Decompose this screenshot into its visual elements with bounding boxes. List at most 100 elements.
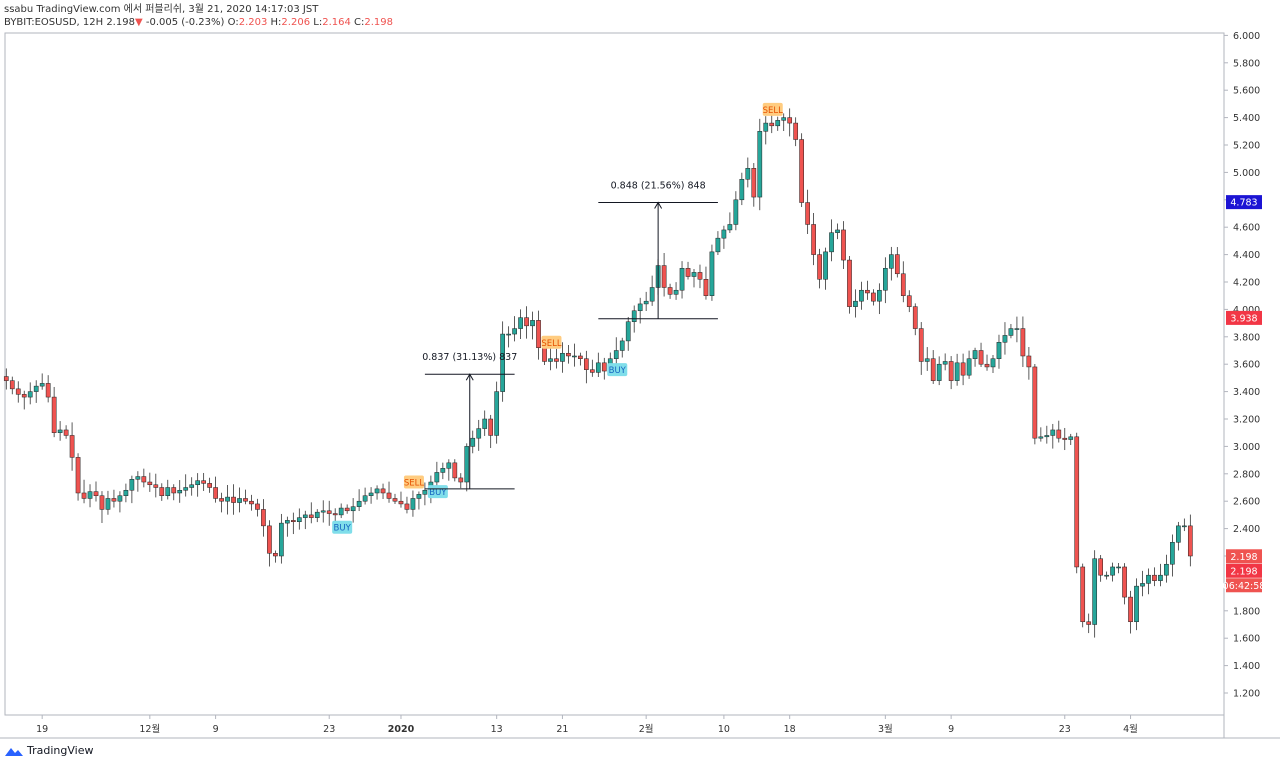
candle-body xyxy=(1158,574,1163,581)
candle-body xyxy=(177,489,183,494)
price-axis-badge xyxy=(1226,563,1262,578)
candle-body xyxy=(488,418,494,436)
candle-body xyxy=(111,498,117,502)
price-tick-label: 5.200 xyxy=(1233,141,1260,152)
candle-body xyxy=(129,479,135,491)
candle-body xyxy=(769,122,775,127)
candle-body xyxy=(1002,335,1008,343)
candle-body xyxy=(171,487,177,494)
close-label: C: xyxy=(354,17,365,28)
candle-body xyxy=(231,496,236,503)
candle-body xyxy=(87,491,93,499)
candle-body xyxy=(267,525,272,554)
candle-body xyxy=(362,495,368,502)
candle-body xyxy=(619,340,625,351)
candle-body xyxy=(673,289,679,295)
candle-body xyxy=(548,358,553,362)
price-tick-label: 3.200 xyxy=(1233,415,1260,426)
candle-body xyxy=(829,232,834,253)
candle-body xyxy=(1086,621,1092,625)
time-tick-label: 18 xyxy=(784,724,796,735)
candle-body xyxy=(787,117,793,124)
time-tick-label: 13 xyxy=(491,724,503,735)
candle-body xyxy=(1140,583,1145,587)
candle-body xyxy=(936,363,942,381)
symbol-label: BYBIT:EOSUSD, 12H xyxy=(4,17,104,28)
candle-body xyxy=(249,500,254,505)
candle-body xyxy=(332,513,338,516)
time-tick-label: 3월 xyxy=(878,723,893,735)
candle-body xyxy=(159,487,165,496)
tradingview-footer[interactable]: TradingView xyxy=(4,744,93,757)
candle-body xyxy=(811,224,816,255)
candle-body xyxy=(978,350,984,365)
candle-body xyxy=(225,496,230,502)
candle-body xyxy=(871,292,876,302)
candle-body xyxy=(440,468,446,473)
time-tick-label: 12월 xyxy=(139,723,160,735)
candle-body xyxy=(1170,542,1175,565)
close-value: 2.198 xyxy=(364,17,394,28)
price-tick-label: 3.800 xyxy=(1233,332,1260,343)
candle-body xyxy=(972,350,978,359)
open-value: 2.203 xyxy=(238,17,268,28)
candle-body xyxy=(1182,525,1187,528)
candle-body xyxy=(924,358,930,362)
candle-body xyxy=(302,514,308,518)
candle-body xyxy=(57,429,63,433)
candle-body xyxy=(506,333,511,336)
candle-body xyxy=(793,122,799,140)
candle-body xyxy=(27,391,33,398)
candle-body xyxy=(1020,328,1026,357)
candle-body xyxy=(691,272,697,277)
candle-body xyxy=(841,229,846,261)
candle-body xyxy=(661,265,667,288)
measure-label: 0.837 (31.13%) 837 xyxy=(422,352,517,363)
candle-body xyxy=(781,117,787,121)
candle-body xyxy=(727,224,733,231)
candle-body xyxy=(883,268,888,291)
candle-body xyxy=(117,495,123,502)
sell-signal-label: SELL xyxy=(541,339,562,349)
candle-body xyxy=(285,520,290,524)
candle-body xyxy=(320,510,326,513)
candle-body xyxy=(21,394,27,398)
candle-body xyxy=(350,506,356,512)
candle-body xyxy=(984,363,990,368)
price-axis-badge-label: 3.938 xyxy=(1230,313,1257,324)
candle-body xyxy=(344,507,350,512)
candle-body xyxy=(69,435,75,458)
time-tick-label: 23 xyxy=(323,724,335,735)
candle-body xyxy=(649,287,655,302)
high-value: 2.206 xyxy=(281,17,311,28)
candle-body xyxy=(805,202,810,225)
candle-body xyxy=(763,122,769,132)
tradingview-logo-icon xyxy=(5,747,23,756)
price-tick-label: 1.600 xyxy=(1233,634,1260,645)
candle-body xyxy=(81,492,87,499)
candle-body xyxy=(1187,525,1193,557)
candle-body xyxy=(721,229,727,239)
candle-body xyxy=(697,272,703,280)
candle-body xyxy=(847,259,852,307)
candle-body xyxy=(1014,328,1020,330)
candle-body xyxy=(314,511,320,518)
candle-body xyxy=(1128,596,1133,623)
candle-body xyxy=(1116,566,1121,569)
candle-body xyxy=(954,362,960,381)
candle-body xyxy=(165,487,171,496)
last-price-header: 2.198 xyxy=(106,17,135,28)
candle-body xyxy=(739,179,745,201)
price-tick-label: 3.400 xyxy=(1233,387,1260,398)
price-tick-label: 4.000 xyxy=(1233,305,1260,316)
candle-body xyxy=(452,462,458,479)
candle-body xyxy=(996,342,1002,359)
candle-body xyxy=(75,457,81,494)
signal-badge xyxy=(403,475,424,489)
candle-body xyxy=(380,488,386,494)
signal-badge xyxy=(541,335,562,349)
candle-body xyxy=(584,358,589,370)
candle-body xyxy=(595,362,601,373)
candle-body xyxy=(3,376,9,381)
